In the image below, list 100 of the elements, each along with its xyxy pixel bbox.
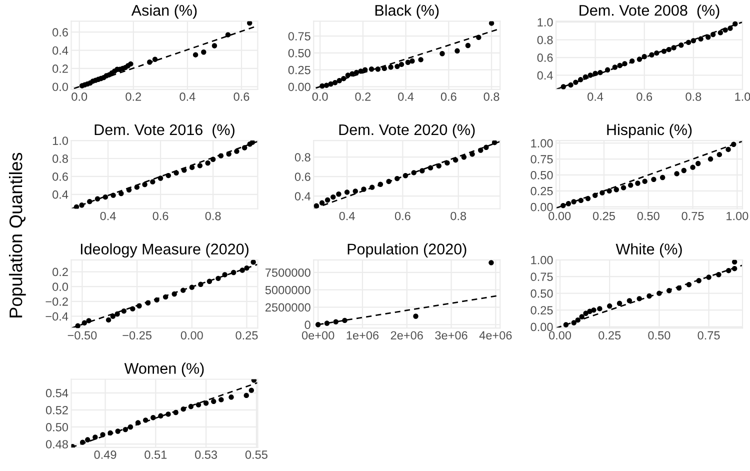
x-tick-label: 0.51 (144, 450, 167, 459)
y-tick-label: 0.25 (530, 186, 553, 196)
point (686, 282, 692, 288)
point (607, 303, 612, 309)
point (87, 198, 92, 204)
y-tick-label: 0.75 (288, 32, 310, 40)
point (690, 38, 696, 44)
point (635, 180, 640, 186)
point (314, 203, 320, 208)
point (71, 444, 76, 448)
point (110, 192, 116, 198)
point (80, 440, 86, 445)
point (206, 278, 212, 284)
point (394, 176, 400, 182)
y-tick-label: 0.54 (46, 388, 68, 398)
point (324, 320, 330, 326)
point (122, 426, 128, 432)
point (136, 303, 142, 308)
x-tick-label: −0.50 (68, 331, 97, 340)
point (324, 82, 330, 88)
point (315, 322, 321, 328)
point (330, 194, 336, 200)
y-tick-label: 0.48 (46, 440, 68, 448)
point (162, 294, 168, 300)
point (654, 50, 660, 56)
x-tick-label: 1.0 (735, 92, 750, 101)
point (732, 260, 738, 265)
x-tick-label: 0.8 (686, 92, 702, 101)
point (726, 146, 731, 152)
point (75, 323, 80, 328)
x-tick-label: −0.25 (122, 331, 152, 340)
y-tick-label: 0.4 (52, 190, 68, 199)
point (428, 165, 434, 170)
point (147, 60, 152, 65)
point (592, 192, 598, 198)
point (378, 182, 384, 187)
point (85, 437, 90, 442)
point (696, 278, 702, 284)
point (92, 434, 98, 440)
point (686, 40, 692, 46)
point (247, 21, 252, 26)
x-tick-label: 0.4 (100, 212, 116, 220)
point (134, 184, 140, 190)
point (152, 56, 158, 62)
point (244, 392, 249, 398)
y-tick-label: 0.8 (537, 36, 553, 44)
chart-title: Dem. Vote 2008 (%) (580, 4, 720, 19)
y-tick-label: 0.8 (294, 153, 310, 162)
point (114, 311, 120, 317)
x-tick-label: 0.4 (339, 212, 355, 220)
point (234, 148, 240, 154)
point (405, 60, 411, 65)
point (628, 182, 634, 188)
point (651, 176, 656, 182)
y-tick-label: 0.25 (530, 306, 553, 314)
point (573, 80, 578, 85)
y-tick-label: 0.50 (530, 171, 553, 180)
x-tick-label: 0.4 (588, 92, 604, 101)
y-tick-label: 1.0 (538, 18, 553, 26)
y-tick-label: 0.00 (288, 82, 310, 92)
x-tick-label: 0.4 (398, 92, 414, 101)
point (130, 306, 136, 312)
point (708, 156, 714, 162)
point (622, 61, 628, 66)
point (128, 61, 134, 67)
x-tick-label: 0.00 (548, 212, 571, 220)
x-tick-label: 0.8 (484, 92, 500, 101)
point (617, 62, 622, 68)
y-tick-label: 0.2 (52, 64, 68, 73)
point (182, 168, 187, 173)
point (94, 196, 100, 202)
point (362, 67, 368, 72)
y-axis-title: Population Quantiles (9, 152, 26, 318)
point (492, 140, 498, 146)
point (201, 50, 206, 55)
point (410, 58, 415, 64)
point (135, 420, 141, 426)
point (361, 186, 366, 192)
point (212, 43, 218, 48)
point (676, 285, 682, 291)
point (582, 74, 588, 80)
point (218, 397, 224, 402)
point (226, 151, 232, 157)
x-tick-label: 0.6 (394, 212, 410, 220)
x-tick-label: 0.6 (636, 92, 652, 101)
point (620, 185, 626, 190)
point (642, 54, 647, 60)
point (398, 62, 404, 68)
point (716, 152, 722, 158)
point (585, 196, 591, 202)
y-tick-label: 0.75 (530, 272, 553, 282)
point (341, 76, 346, 82)
point (690, 164, 696, 170)
x-tick-label: 0.55 (245, 450, 268, 459)
y-tick-label: 1.00 (531, 139, 553, 148)
point (571, 199, 576, 204)
point (74, 204, 80, 209)
x-tick-label: 0.0 (72, 92, 88, 101)
point (102, 194, 108, 200)
point (671, 45, 676, 50)
